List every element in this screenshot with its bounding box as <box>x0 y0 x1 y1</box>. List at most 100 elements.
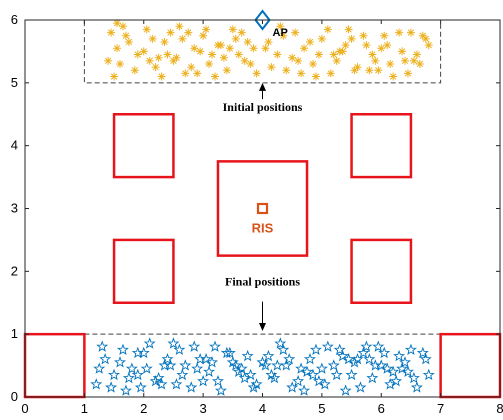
final-position-point <box>339 384 352 396</box>
initial-position-point <box>282 66 291 75</box>
initial-position-point <box>395 28 404 37</box>
final-positions-series <box>90 337 435 396</box>
final-position-point <box>271 359 284 371</box>
final-position-point <box>363 353 376 365</box>
initial-position-point <box>228 25 237 34</box>
initial-position-point <box>418 31 427 40</box>
initial-position-point <box>130 66 139 75</box>
obstacle <box>439 332 502 399</box>
initial-position-point <box>211 72 219 81</box>
final-position-point <box>286 381 299 393</box>
obstacle <box>350 238 413 305</box>
initial-position-point <box>311 72 320 81</box>
final-position-point <box>345 368 358 381</box>
final-position-point <box>410 381 423 393</box>
initial-position-point <box>104 56 113 65</box>
final-position-point <box>330 368 343 381</box>
final-position-point <box>262 349 275 362</box>
final-position-point <box>268 371 281 384</box>
final-position-point <box>176 368 189 381</box>
final-position-point <box>250 378 263 390</box>
initial-position-point <box>344 25 353 34</box>
obstacle <box>350 113 413 179</box>
obstacles-layer <box>23 113 502 399</box>
final-position-point <box>149 375 162 387</box>
y-tick-label: 0 <box>11 389 18 404</box>
final-position-point <box>185 381 198 393</box>
initial-position-point <box>347 34 356 43</box>
initial-position-point <box>264 37 273 46</box>
final-position-point <box>167 337 180 349</box>
initial-position-point <box>249 44 258 53</box>
y-tick-label: 1 <box>11 326 18 341</box>
final-position-point <box>327 359 340 371</box>
initial-position-point <box>133 50 142 59</box>
y-tick-label: 5 <box>11 75 18 90</box>
initial-position-point <box>113 44 122 53</box>
obstacle <box>216 160 309 257</box>
final-position-point <box>241 349 254 362</box>
initial-position-point <box>225 44 234 53</box>
initial-position-point <box>205 59 214 68</box>
ris-label: RIS <box>252 221 274 236</box>
initial-position-point <box>421 34 430 43</box>
y-tick-label: 6 <box>11 12 18 27</box>
x-tick-label: 8 <box>496 401 503 416</box>
annotations-layer: Initial positions Final positions <box>223 82 303 332</box>
final-position-point <box>114 356 126 368</box>
y-tick-label: 2 <box>11 263 18 278</box>
initial-position-point <box>246 59 255 68</box>
final-position-point <box>369 359 382 371</box>
final-position-point <box>119 384 132 396</box>
final-position-point <box>203 365 216 377</box>
initial-position-point <box>181 69 190 78</box>
final-position-point <box>220 346 233 359</box>
final-position-point <box>274 337 287 349</box>
initial-position-point <box>314 50 323 59</box>
initial-position-point <box>350 66 359 75</box>
initial-position-point <box>380 31 389 40</box>
annotation-arrowhead <box>259 82 266 91</box>
initial-position-point <box>409 56 418 65</box>
final-position-point <box>143 337 156 349</box>
final-position-point <box>301 365 314 377</box>
final-position-point <box>170 378 183 390</box>
initial-position-point <box>118 22 127 31</box>
final-position-point <box>419 353 432 365</box>
initial-positions-series <box>104 19 433 81</box>
final-position-point <box>235 362 248 374</box>
final-position-point <box>105 381 118 393</box>
x-tick-label: 5 <box>318 401 325 416</box>
initial-position-point <box>219 53 228 62</box>
final-position-point <box>161 353 174 365</box>
final-position-point <box>309 343 322 355</box>
final-position-point <box>416 346 429 359</box>
initial-position-point <box>124 37 133 46</box>
final-position-point <box>122 371 135 384</box>
final-position-point <box>333 343 346 355</box>
final-position-point <box>96 340 109 352</box>
final-position-point <box>214 384 227 396</box>
initial-position-point <box>341 41 350 50</box>
initial-position-point <box>193 69 202 78</box>
initial-position-point <box>202 25 211 34</box>
obstacle <box>23 332 86 399</box>
final-position-point <box>116 343 129 355</box>
final-position-point <box>315 362 328 374</box>
final-position-point <box>229 359 242 371</box>
final-position-point <box>259 359 272 371</box>
final-position-point <box>173 343 186 355</box>
initial-position-point <box>323 25 332 34</box>
final-position-point <box>200 353 213 365</box>
x-tick-label: 4 <box>259 401 266 416</box>
initial-position-point <box>368 50 377 59</box>
initial-position-point <box>234 50 243 59</box>
final-position-point <box>357 346 370 359</box>
final-position-point <box>197 375 210 387</box>
initial-position-point <box>208 50 217 59</box>
initial-position-point <box>377 44 386 53</box>
ris-marker <box>256 202 269 215</box>
final-position-point <box>422 368 435 381</box>
initial-position-point <box>187 63 196 72</box>
final-position-point <box>312 375 325 387</box>
